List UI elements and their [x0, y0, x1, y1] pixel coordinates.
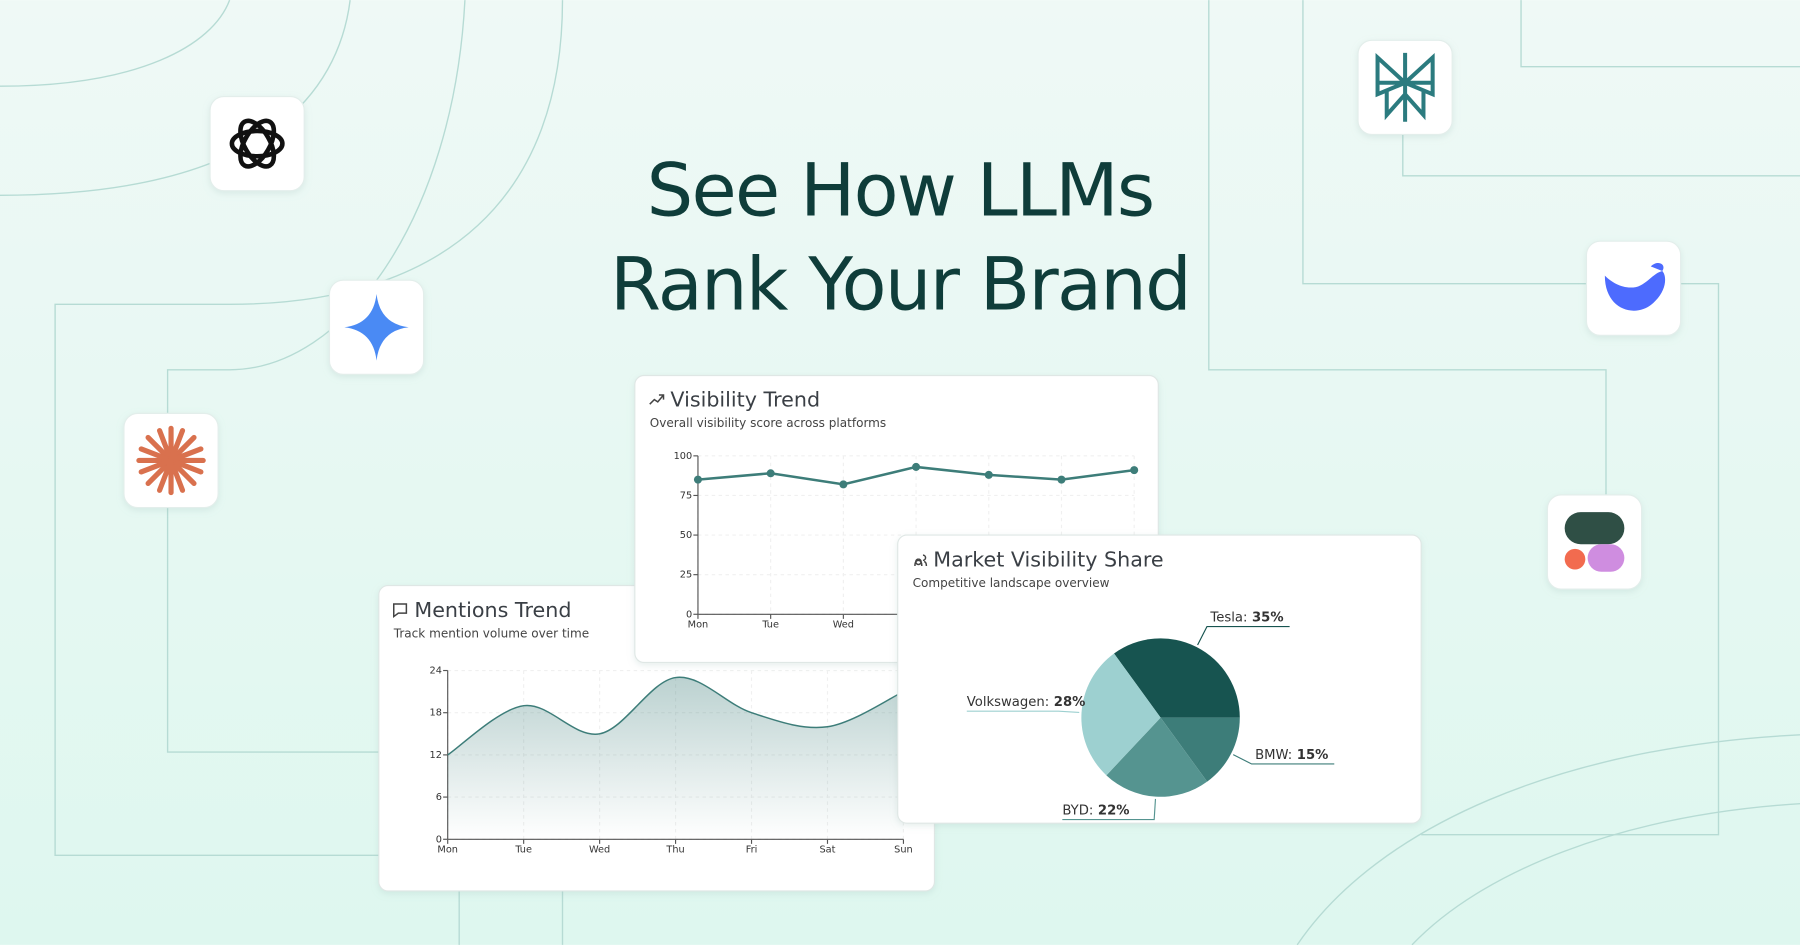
slice-label: Tesla: 35%: [1209, 610, 1283, 625]
headline: See How LLMs: [647, 148, 1154, 233]
x-tick-label: Sat: [819, 845, 835, 856]
point: [766, 469, 775, 478]
x-tick-label: Mon: [437, 845, 458, 856]
slice-label: Volkswagen: 28%: [967, 695, 1086, 710]
y-tick-label: 6: [436, 792, 442, 803]
slice-value: 35%: [1252, 610, 1284, 625]
point: [1057, 475, 1066, 484]
slice-value: 22%: [1098, 803, 1130, 818]
slice-category: Volkswagen:: [967, 695, 1049, 710]
pie-slice: [1081, 653, 1161, 776]
headline: Rank Your Brand: [610, 242, 1190, 327]
x-tick-label: Thu: [665, 845, 684, 856]
y-tick-label: 12: [430, 750, 442, 761]
x-tick-label: Mon: [688, 620, 709, 631]
slice-label: BMW: 15%: [1255, 748, 1328, 763]
x-tick-label: Tue: [761, 620, 779, 631]
shape: [1564, 512, 1625, 545]
y-tick-label: 25: [680, 570, 692, 581]
pie-slice: [1160, 717, 1240, 782]
icons: [123, 39, 1682, 590]
y-tick-label: 0: [686, 609, 692, 620]
y-tick-label: 75: [680, 490, 692, 501]
x-tick-label: Sun: [894, 845, 913, 856]
chart: Market Visibility Share Competitive lands…: [897, 534, 1422, 824]
y-tick-label: 50: [680, 530, 692, 541]
leader-line: [966, 710, 1080, 714]
chart-title: Market Visibility Share: [933, 547, 1163, 571]
slice-category: Tesla:: [1209, 610, 1247, 625]
chart-title: Visibility Trend: [670, 388, 820, 412]
chart-subtitle: Competitive landscape overview: [913, 576, 1110, 590]
chart-subtitle: Track mention volume over time: [393, 626, 589, 640]
x-tick-label: Fri: [746, 845, 758, 856]
title-icon: [649, 394, 665, 405]
deepseek-whale: [1604, 263, 1666, 311]
area-line: [447, 676, 904, 756]
icon-openai: [209, 95, 305, 192]
leader-line: [1232, 754, 1335, 765]
y-tick-label: 18: [430, 708, 442, 719]
slice-value: 28%: [1054, 695, 1086, 710]
x-tick-label: Wed: [833, 620, 854, 631]
point: [693, 475, 702, 484]
area-fill: [447, 677, 904, 840]
slice-value: 15%: [1297, 748, 1329, 763]
leader-line: [1197, 625, 1290, 646]
point: [912, 462, 921, 471]
y-tick-label: 0: [436, 834, 442, 845]
title-icon: [393, 603, 408, 619]
charts: Mentions Trend Track mention volume over …: [378, 374, 1422, 892]
shape: [1587, 544, 1625, 572]
pie-slice: [1106, 717, 1208, 797]
chart-title: Mentions Trend: [414, 598, 571, 622]
point: [839, 480, 848, 489]
y-tick-label: 24: [430, 666, 442, 677]
gemini-star: [344, 293, 409, 361]
shape: [1564, 548, 1586, 570]
slice-category: BMW:: [1255, 748, 1292, 763]
leader-line: [1062, 798, 1157, 821]
point: [984, 470, 993, 479]
chart-subtitle: Overall visibility score across platform…: [650, 416, 886, 430]
x-tick-label: Wed: [589, 845, 610, 856]
slice-label: BYD: 22%: [1062, 803, 1129, 818]
title-icon: [914, 554, 928, 567]
point: [1130, 466, 1139, 475]
pie-slice: [1114, 638, 1240, 718]
slice-category: BYD:: [1062, 803, 1093, 818]
x-tick-label: Tue: [514, 845, 532, 856]
y-tick-label: 100: [674, 451, 693, 462]
